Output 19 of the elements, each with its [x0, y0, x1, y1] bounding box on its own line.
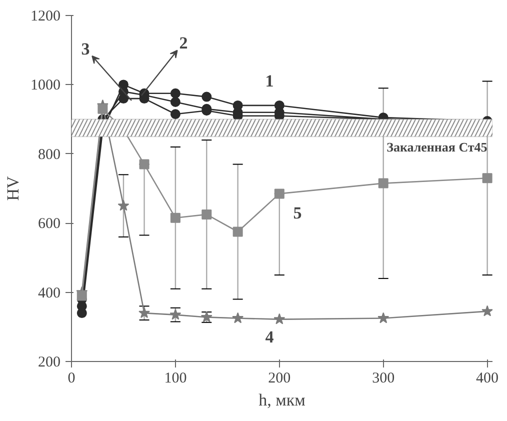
- y-tick-label: 200: [38, 354, 60, 370]
- y-axis-title: HV: [4, 176, 22, 201]
- annotation: 5: [293, 204, 302, 222]
- annotation: 1: [265, 72, 274, 90]
- y-tick-label: 800: [38, 146, 60, 163]
- x-axis-title: h, мкм: [258, 390, 306, 410]
- annotation: 2: [179, 34, 188, 52]
- y-tick-label: 400: [38, 285, 60, 302]
- band-label: Закаленная Ст45: [386, 140, 488, 155]
- x-tick-label: 100: [164, 370, 187, 386]
- y-tick-label: 600: [38, 216, 60, 232]
- x-tick-label: 400: [476, 370, 499, 386]
- y-tick-label: 1200: [30, 8, 60, 24]
- x-tick-label: 200: [268, 370, 291, 386]
- y-tick-label: 1000: [30, 78, 60, 94]
- annotation: 4: [265, 328, 274, 346]
- annotation: 3: [81, 40, 90, 58]
- x-tick-label: 0: [68, 370, 76, 386]
- x-tick-label: 300: [372, 370, 395, 386]
